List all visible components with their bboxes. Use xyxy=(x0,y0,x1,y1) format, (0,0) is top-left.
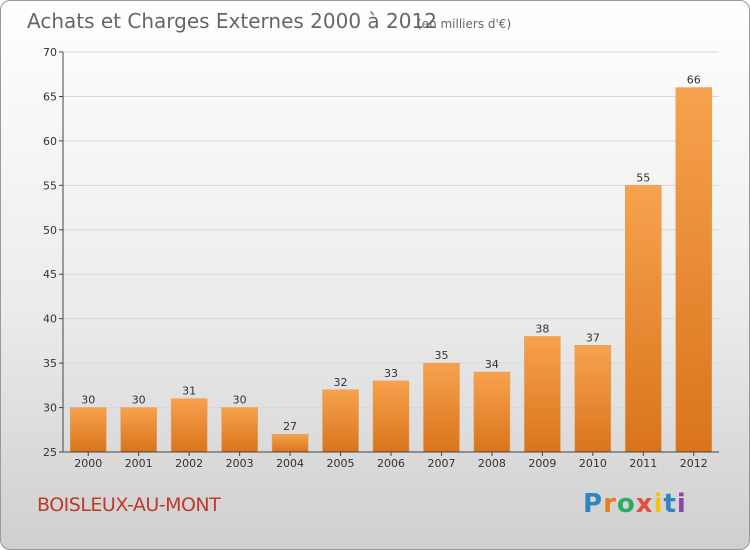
commune-name: BOISLEUX-AU-MONT xyxy=(37,494,221,516)
x-tick-label: 2011 xyxy=(629,457,657,470)
logo-letter: t xyxy=(663,489,677,519)
bar xyxy=(574,345,612,453)
logo-letter: o xyxy=(616,489,636,519)
y-tick-label: 35 xyxy=(43,357,57,370)
bar xyxy=(221,407,258,453)
bar-value-label: 55 xyxy=(636,171,650,184)
y-axis-ticks: 25 30 35 40 45 50 55 60 65 70 xyxy=(43,46,63,459)
bar xyxy=(170,398,208,453)
value-labels: 30 30 31 30 27 32 33 35 34 38 37 55 66 xyxy=(81,74,701,434)
logo-letter: r xyxy=(603,489,617,519)
x-tick-label: 2002 xyxy=(175,457,203,470)
bar-value-label: 30 xyxy=(233,394,247,407)
bar-value-label: 37 xyxy=(586,331,600,344)
bar xyxy=(322,389,359,453)
bar-value-label: 33 xyxy=(384,367,398,380)
y-tick-label: 45 xyxy=(43,268,57,281)
y-tick-label: 65 xyxy=(43,90,57,103)
x-tick-label: 2004 xyxy=(276,457,304,470)
logo-letter: P xyxy=(583,489,604,519)
x-tick-label: 2000 xyxy=(74,457,102,470)
y-tick-label: 25 xyxy=(43,446,57,459)
bar-value-label: 34 xyxy=(485,358,499,371)
bar-value-label: 30 xyxy=(132,394,146,407)
bar xyxy=(372,380,410,453)
x-tick-label: 2010 xyxy=(579,457,607,470)
bar-value-label: 30 xyxy=(81,394,95,407)
bar-value-label: 38 xyxy=(535,322,549,335)
y-tick-label: 55 xyxy=(43,179,57,192)
x-tick-label: 2009 xyxy=(528,457,556,470)
x-axis-ticks: 2000 2001 2002 2003 2004 2005 2006 2007 2008 2009… xyxy=(74,452,708,470)
bar xyxy=(69,407,107,453)
bar xyxy=(120,407,157,453)
y-tick-label: 50 xyxy=(43,224,57,237)
proxiti-logo: Proxiti xyxy=(583,489,687,519)
bar xyxy=(675,87,713,453)
bar-value-label: 27 xyxy=(283,420,297,433)
y-tick-label: 70 xyxy=(43,46,57,59)
x-tick-label: 2003 xyxy=(226,457,254,470)
bar xyxy=(423,362,460,453)
x-tick-label: 2001 xyxy=(125,457,153,470)
bar-value-label: 31 xyxy=(182,385,196,398)
y-tick-label: 30 xyxy=(43,402,57,415)
bar xyxy=(271,433,309,453)
chart-subtitle: (en milliers d'€) xyxy=(417,17,511,31)
x-tick-label: 2005 xyxy=(327,457,355,470)
x-tick-label: 2012 xyxy=(680,457,708,470)
bar xyxy=(625,185,662,453)
x-tick-label: 2008 xyxy=(478,457,506,470)
x-tick-label: 2006 xyxy=(377,457,405,470)
bar xyxy=(473,371,511,453)
bar-value-label: 35 xyxy=(434,349,448,362)
y-tick-label: 60 xyxy=(43,135,57,148)
logo-letter: i xyxy=(653,489,664,519)
logo-letter: x xyxy=(635,489,654,519)
bar-value-label: 66 xyxy=(687,74,701,87)
chart-title: Achats et Charges Externes 2000 à 2012 xyxy=(27,9,437,33)
bar-value-label: 32 xyxy=(334,376,348,389)
bars xyxy=(69,87,713,453)
bar xyxy=(524,336,561,453)
y-tick-label: 40 xyxy=(43,313,57,326)
x-tick-label: 2007 xyxy=(427,457,455,470)
logo-letter: i xyxy=(676,489,687,519)
